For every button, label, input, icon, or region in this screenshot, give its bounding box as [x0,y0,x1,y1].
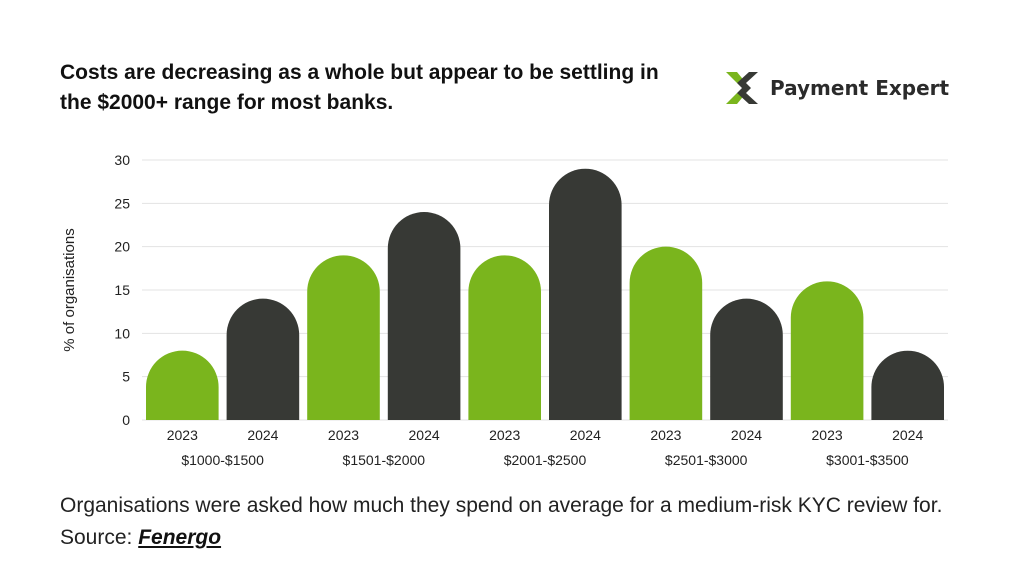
x-group-label: $2501-$3000 [665,452,748,468]
x-tick-label-series: 2024 [409,427,440,443]
y-tick-label: 0 [122,412,130,428]
bar-2023-1 [307,255,380,420]
bar-chart: 0 5 10 15 20 25 30 % of organisations 2023 2024 $1… [61,152,948,468]
bar-2024-2 [549,168,622,420]
y-tick-label: 30 [114,152,130,168]
bar-2023-0 [146,350,219,420]
x-tick-label-series: 2023 [812,427,843,443]
x-tick-label-series: 2023 [489,427,520,443]
y-axis-label: % of organisations [61,228,78,351]
x-group-label: $1000-$1500 [181,452,264,468]
bar-2024-1 [387,212,461,420]
y-tick-label: 10 [114,325,130,341]
y-tick-label: 20 [114,239,130,255]
x-tick-label-series: 2024 [731,427,762,443]
y-tick-label: 25 [114,195,130,211]
bar-2024-4 [871,350,944,420]
bar-2023-2 [468,255,541,420]
chart-title: Costs are decreasing as a whole but appe… [60,61,659,114]
bar-2024-0 [226,298,300,420]
x-tick-label-series: 2023 [650,427,681,443]
x-tick-label-series: 2023 [167,427,198,443]
caption-text: Organisations were asked how much they s… [60,494,943,549]
x-group-label: $1501-$2000 [343,452,426,468]
y-tick-label: 5 [122,369,130,385]
chart-caption: Organisations were asked how much they s… [60,490,980,554]
brand-name: Payment Expert [770,76,950,100]
x-tick-label-series: 2024 [892,427,923,443]
bar-2023-3 [629,246,703,420]
source-link[interactable]: Fenergo [138,526,222,549]
x-group-label: $3001-$3500 [826,452,909,468]
bar-2023-4 [790,281,864,420]
x-tick-label-series: 2023 [328,427,359,443]
brand-logo[interactable]: Payment Expert [724,68,949,108]
x-group-label: $2001-$2500 [504,452,587,468]
x-tick-label-series: 2024 [570,427,601,443]
bar-2024-3 [710,298,783,420]
y-tick-label: 15 [114,282,130,298]
payment-expert-x-logo-icon [726,72,758,104]
x-tick-label-series: 2024 [247,427,278,443]
